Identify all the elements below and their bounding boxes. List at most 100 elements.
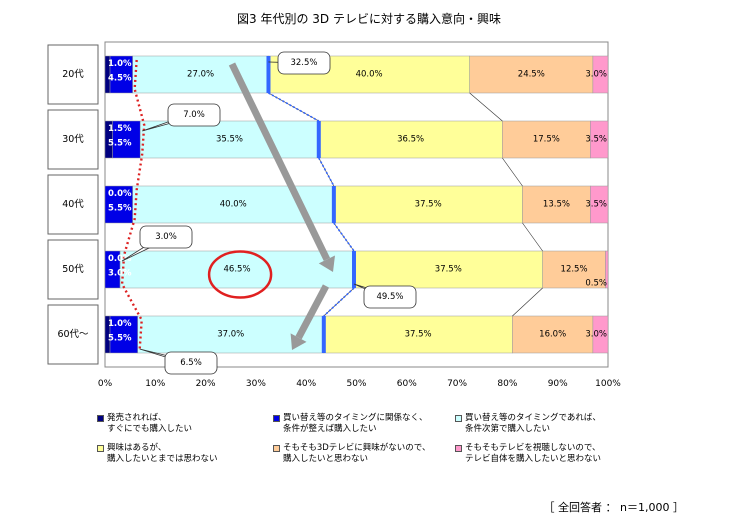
data-label: 5.5% — [108, 139, 132, 149]
respondents-note: ［ 全回答者 ： n＝1,000 ］ — [543, 501, 684, 514]
x-tick-label: 50% — [346, 379, 366, 389]
data-label: 37.5% — [405, 330, 432, 340]
data-label: 3.0% — [585, 70, 607, 80]
bar-segment — [104, 185, 133, 224]
data-label: 27.0% — [187, 70, 214, 80]
callout-label: 6.5% — [180, 358, 202, 368]
data-label: 13.5% — [543, 200, 570, 210]
category-label: 30代 — [62, 134, 84, 145]
category-box — [47, 239, 99, 300]
data-label: 1.0% — [108, 319, 132, 329]
data-label: 5.5% — [108, 204, 132, 214]
x-tick-label: 80% — [497, 379, 517, 389]
data-label: 3.5% — [585, 135, 607, 145]
x-tick-label: 100% — [595, 379, 621, 389]
connector-line — [469, 92, 503, 122]
x-tick-label: 90% — [548, 379, 568, 389]
bar-segment — [323, 315, 513, 354]
data-label: 3.5% — [585, 200, 607, 210]
x-tick-label: 70% — [447, 379, 467, 389]
bar-segment — [542, 250, 606, 289]
category-label: 50代 — [62, 264, 84, 275]
emphasis-connector — [333, 222, 355, 252]
legend-label: 発売されれば、 すぐにでも購入したい — [107, 413, 193, 434]
category-label: 20代 — [62, 69, 84, 80]
legend-swatch — [97, 445, 104, 452]
data-label: 35.5% — [216, 135, 243, 145]
data-label: 40.0% — [356, 70, 383, 80]
x-tick-label: 60% — [397, 379, 417, 389]
category-label: 60代～ — [57, 329, 89, 340]
data-label: 0.5% — [585, 279, 607, 289]
legend-swatch — [455, 445, 462, 452]
highlight-circle — [207, 250, 273, 299]
red-dotted-trend — [120, 59, 146, 350]
bar-segment — [109, 315, 138, 354]
data-label: 12.5% — [561, 265, 588, 275]
legend-label: 買い替え等のタイミングであれば、 条件次第で購入したい — [465, 413, 601, 434]
legend-label: 買い替え等のタイミングに関係なく、 条件が整えば購入したい — [283, 413, 428, 434]
callout-box — [277, 51, 331, 75]
legend-label: そもそもテレビを視聴しないので、 テレビ自体を購入したいと思わない — [465, 443, 602, 464]
emphasis-connector — [268, 92, 320, 122]
emphasis-connector — [318, 157, 335, 187]
legend-label: そもそも3Dテレビに興味がないので、 購入したいと思わない — [283, 443, 431, 464]
bar-segment — [469, 55, 594, 94]
x-tick-label: 40% — [296, 379, 316, 389]
bar-segment — [502, 120, 591, 159]
data-label: 3.0% — [108, 269, 132, 279]
data-label: 16.0% — [539, 330, 566, 340]
x-tick-label: 20% — [196, 379, 216, 389]
callout-box — [363, 285, 417, 309]
callout-box — [164, 351, 218, 375]
x-tick-label: 10% — [145, 379, 165, 389]
bar-segment — [353, 250, 543, 289]
connector-line — [512, 287, 543, 317]
callout-label: 32.5% — [290, 58, 317, 68]
data-label: 17.5% — [533, 135, 560, 145]
emphasis-connector — [323, 287, 355, 317]
data-label: 4.5% — [108, 74, 132, 84]
callout-label: 7.0% — [183, 110, 205, 120]
x-tick-label: 0% — [98, 379, 113, 389]
data-label: 1.0% — [108, 59, 132, 69]
data-label: 36.5% — [397, 135, 424, 145]
bar-segment — [592, 55, 609, 94]
legend-swatch — [97, 415, 104, 422]
bar-segment — [512, 315, 594, 354]
connector-line — [502, 157, 523, 187]
legend-swatch — [455, 415, 462, 422]
legend-swatch — [273, 445, 280, 452]
data-label: 0.0% — [108, 189, 132, 199]
callout-label: 3.0% — [155, 232, 177, 242]
bar-segment — [318, 120, 503, 159]
bar-segment — [132, 55, 269, 94]
legend-swatch — [273, 415, 280, 422]
bar-segment — [112, 120, 141, 159]
callout-label: 49.5% — [376, 292, 403, 302]
bar-segment — [139, 120, 320, 159]
category-box — [47, 304, 99, 365]
data-label: 37.0% — [217, 330, 244, 340]
connector-line — [522, 222, 543, 252]
data-label: 24.5% — [518, 70, 545, 80]
data-label: 1.5% — [108, 124, 132, 134]
trend-arrow-head — [318, 255, 335, 272]
data-label: 0.0% — [108, 254, 132, 264]
callout-box — [139, 225, 193, 249]
category-box — [47, 44, 99, 105]
data-label: 40.0% — [220, 200, 247, 210]
trend-arrow-head — [290, 333, 307, 350]
data-label: 37.5% — [435, 265, 462, 275]
data-label: 5.5% — [108, 334, 132, 344]
trend-arrow-shaft — [228, 62, 331, 261]
bar-segment — [605, 250, 609, 289]
data-label: 3.0% — [585, 330, 607, 340]
bar-segment — [590, 185, 609, 224]
chart-title: 図3 年代別の 3D テレビに対する購入意向・興味 — [237, 12, 501, 26]
trend-arrow-shaft — [295, 284, 330, 340]
category-box — [47, 109, 99, 170]
bar-segment — [590, 120, 609, 159]
bar-segment — [522, 185, 591, 224]
